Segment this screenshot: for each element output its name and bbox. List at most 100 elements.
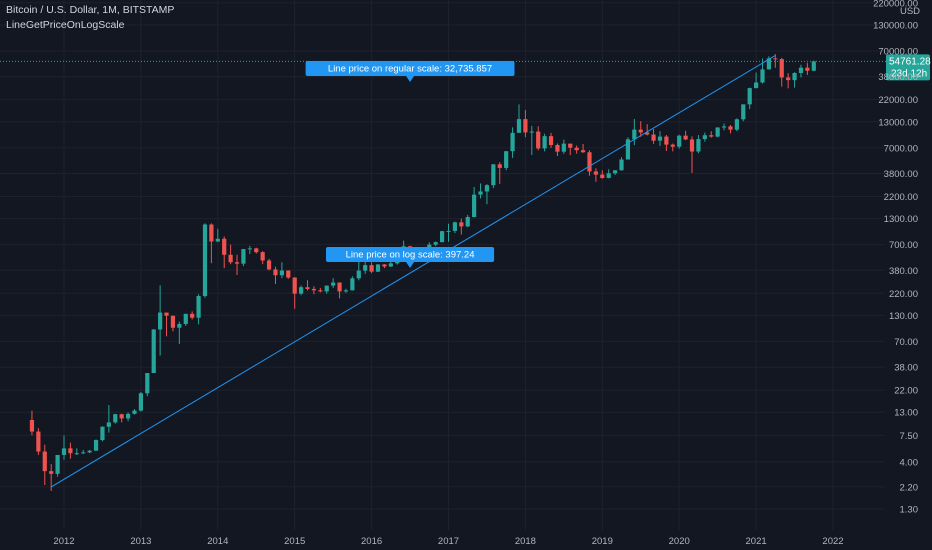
candle-body — [465, 217, 470, 227]
candle — [388, 261, 393, 268]
candle-body — [805, 67, 810, 71]
price-tag-countdown: 23d 12h — [891, 68, 927, 79]
candle-body — [715, 127, 720, 137]
candle — [459, 218, 464, 235]
candle — [87, 449, 92, 454]
candle — [145, 373, 150, 397]
price-tick-label: 3800.00 — [884, 169, 918, 180]
candle — [279, 262, 284, 279]
candle — [542, 133, 547, 152]
candle-body — [446, 230, 451, 232]
candle — [343, 288, 349, 293]
candle — [234, 254, 240, 275]
candle-body — [324, 285, 329, 292]
price-tick-label: 130.00 — [889, 311, 918, 322]
candle — [55, 454, 60, 477]
candle — [100, 426, 105, 442]
candle-body — [286, 270, 291, 278]
candle-body — [696, 139, 701, 152]
candle — [779, 57, 784, 87]
candle — [529, 125, 534, 156]
price-tick-label: 22000.00 — [878, 95, 918, 106]
candle-body — [215, 238, 220, 242]
candle-body — [279, 270, 284, 276]
chart-grid — [0, 0, 885, 530]
candle-body — [638, 129, 643, 133]
candle-body — [747, 88, 752, 105]
candle — [766, 56, 772, 70]
candle-body — [561, 143, 566, 152]
candle-body — [68, 448, 73, 454]
time-axis[interactable]: 2012 2013 2014 2015 2016 2017 2018 2019 2020 2021… — [53, 536, 843, 547]
candle — [504, 151, 509, 171]
candle — [324, 285, 329, 294]
candle — [74, 448, 79, 455]
candle-body — [811, 61, 816, 71]
candle — [792, 72, 797, 88]
candle-body — [234, 262, 240, 264]
candle-body — [798, 67, 804, 74]
candle-body — [478, 191, 483, 195]
candle — [318, 287, 323, 293]
candle — [600, 170, 605, 179]
candle — [510, 127, 515, 158]
candle — [215, 228, 220, 243]
candle-body — [209, 224, 214, 242]
candle-body — [625, 139, 631, 160]
candle-body — [491, 164, 496, 186]
trend-line[interactable] — [50, 55, 776, 488]
candle-body — [292, 277, 297, 294]
callout-label[interactable]: Line price on log scale: 397.24 — [326, 247, 495, 268]
candle-body — [593, 171, 598, 175]
time-tick-label: 2015 — [284, 536, 305, 547]
time-tick-label: 2018 — [515, 536, 536, 547]
candle — [273, 266, 278, 284]
candle — [260, 251, 265, 265]
candle-body — [613, 170, 618, 174]
candle-body — [100, 426, 105, 441]
candle-body — [677, 135, 682, 147]
candle — [472, 186, 477, 218]
candle-body — [568, 143, 573, 148]
candle-body — [709, 135, 714, 137]
candle — [222, 236, 227, 269]
candle-body — [536, 131, 541, 149]
candle-body — [356, 270, 361, 279]
candle-body — [548, 136, 554, 145]
candle-body — [683, 135, 688, 140]
candle — [561, 139, 566, 154]
candle — [657, 131, 663, 147]
candle-body — [311, 288, 317, 291]
candle-body — [170, 315, 176, 328]
candle-body — [580, 150, 586, 153]
candle-body — [93, 440, 99, 451]
candle — [286, 270, 291, 279]
candle — [241, 249, 246, 267]
candle-body — [177, 323, 182, 328]
candle-body — [760, 69, 765, 83]
candle — [452, 221, 458, 234]
candle — [747, 87, 752, 110]
candle-body — [74, 453, 79, 455]
candle — [196, 294, 201, 325]
price-axis[interactable]: USD 1.30 2.20 4.00 7.50 13.00 22.00 38.00 70.00… — [873, 0, 920, 516]
candle-body — [254, 248, 259, 253]
candle — [164, 312, 169, 337]
candle — [478, 183, 483, 199]
candle-body — [318, 290, 323, 292]
candle-body — [439, 231, 445, 243]
callout-label[interactable]: Line price on regular scale: 32,735.857 — [305, 61, 515, 82]
candle-body — [222, 238, 227, 255]
candle — [158, 285, 163, 356]
candle — [183, 313, 188, 327]
candle — [491, 164, 496, 189]
indicator-name[interactable]: LineGetPriceOnLogScale — [6, 19, 125, 31]
candle — [177, 321, 182, 344]
candle-body — [619, 159, 624, 171]
candle-body — [29, 419, 35, 432]
candle-body — [106, 422, 111, 427]
candle — [587, 150, 592, 176]
